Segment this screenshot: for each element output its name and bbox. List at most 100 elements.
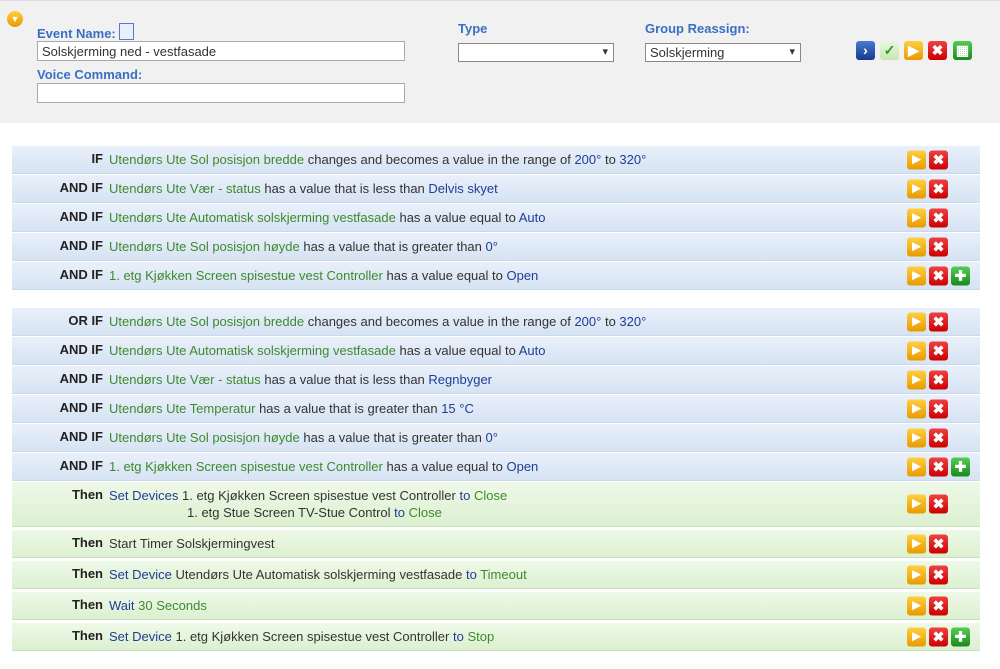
delete-button[interactable]: ✖ — [929, 208, 948, 227]
test-button[interactable]: ▶ — [904, 41, 923, 60]
delete-button[interactable]: ✖ — [929, 565, 948, 584]
delete-button[interactable]: ✖ — [929, 457, 948, 476]
keyword: AND IF — [59, 342, 103, 357]
rule-segment: to — [459, 488, 471, 503]
run-button[interactable]: › — [856, 41, 875, 60]
rule-segment: 30 Seconds — [138, 598, 207, 613]
rule-row: AND IF Utendørs Ute Automatisk solskjermi… — [12, 204, 980, 232]
edit-button[interactable]: ▶ — [907, 150, 926, 169]
edit-button[interactable]: ▶ — [907, 534, 926, 553]
row-buttons: ▶ ✖ — [907, 494, 948, 514]
delete-button[interactable]: ✖ — [929, 399, 948, 418]
edit-button[interactable]: ▶ — [907, 208, 926, 227]
rule-segment: Auto — [518, 343, 546, 358]
row-buttons: ▶ ✖ ✚ — [907, 457, 970, 476]
rule-segment: 1. etg Stue Screen TV-Stue Control — [187, 505, 391, 520]
voice-input[interactable] — [37, 83, 405, 103]
rule-segment: Open — [506, 459, 539, 474]
edit-button[interactable]: ▶ — [907, 494, 926, 514]
rule-row: AND IF 1. etg Kjøkken Screen spisestue ve… — [12, 453, 980, 481]
delete-button[interactable]: ✖ — [929, 266, 948, 285]
type-select[interactable] — [458, 43, 614, 62]
edit-button[interactable]: ▶ — [907, 627, 926, 646]
rule-segment: to — [604, 314, 616, 329]
rule-group: Then Set Devices 1. etg Kjøkken Screen sp… — [12, 482, 980, 651]
row-buttons: ▶ ✖ — [907, 208, 948, 227]
edit-button[interactable]: ▶ — [907, 399, 926, 418]
rule-text: Utendørs Ute Automatisk solskjerming ves… — [109, 337, 546, 364]
label-text: Event Name: — [37, 26, 116, 41]
delete-button[interactable]: ✖ — [929, 370, 948, 389]
collapse-toggle[interactable]: ▼ — [7, 11, 23, 27]
rule-segment: 320° — [619, 152, 647, 167]
rule-row: AND IF Utendørs Ute Temperatur has a valu… — [12, 395, 980, 423]
edit-button[interactable]: ▶ — [907, 341, 926, 360]
save-button[interactable]: ✓ — [880, 41, 899, 60]
edit-button[interactable]: ▶ — [907, 179, 926, 198]
edit-button[interactable]: ▶ — [907, 596, 926, 615]
edit-button[interactable]: ▶ — [907, 428, 926, 447]
delete-button[interactable]: ✖ — [929, 237, 948, 256]
rule-line: Set Device 1. etg Kjøkken Screen spisest… — [109, 628, 494, 645]
add-button[interactable]: ✚ — [951, 627, 970, 646]
edit-button[interactable]: ▶ — [907, 370, 926, 389]
keyword: Then — [71, 487, 103, 502]
rule-group: IF Utendørs Ute Sol posisjon bredde chang… — [12, 146, 980, 290]
row-buttons: ▶ ✖ — [907, 179, 948, 198]
delete-button[interactable]: ✖ — [929, 312, 948, 331]
edit-button[interactable]: ▶ — [907, 565, 926, 584]
rule-segment: 200° — [574, 152, 602, 167]
rule-segment: Open — [506, 268, 539, 283]
rule-segment: 320° — [619, 314, 647, 329]
edit-button[interactable]: ▶ — [907, 457, 926, 476]
grid-button[interactable]: ▦ — [953, 41, 972, 60]
rule-text: Set Device Utendørs Ute Automatisk solsk… — [109, 564, 527, 585]
rule-segment: has a value that is less than — [264, 372, 425, 387]
rule-segment: Utendørs Ute Sol posisjon høyde — [109, 239, 300, 254]
keyword: Then — [71, 535, 103, 550]
delete-button[interactable]: ✖ — [929, 341, 948, 360]
edit-button[interactable]: ▶ — [907, 266, 926, 285]
row-buttons: ▶ ✖ ✚ — [907, 627, 970, 646]
delete-button[interactable]: ✖ — [929, 494, 948, 514]
notes-icon[interactable] — [119, 23, 135, 40]
delete-button[interactable]: ✖ — [928, 41, 947, 60]
rule-text: Utendørs Ute Sol posisjon høyde has a va… — [109, 424, 498, 451]
rule-text: Set Devices 1. etg Kjøkken Screen spises… — [109, 485, 507, 523]
rule-segment: Stop — [467, 629, 495, 644]
delete-button[interactable]: ✖ — [929, 596, 948, 615]
rule-text: Utendørs Ute Temperatur has a value that… — [109, 395, 474, 422]
group-select[interactable]: Solskjerming — [645, 43, 801, 62]
delete-button[interactable]: ✖ — [929, 179, 948, 198]
rule-row: AND IF Utendørs Ute Vær - status has a va… — [12, 366, 980, 394]
rule-segment: Delvis skyet — [428, 181, 498, 196]
delete-button[interactable]: ✖ — [929, 534, 948, 553]
rule-segment: changes and becomes a value in the range… — [307, 314, 571, 329]
rule-segment: Utendørs Ute Sol posisjon høyde — [109, 430, 300, 445]
rule-row: Then Set Devices 1. etg Kjøkken Screen sp… — [12, 482, 980, 527]
event-name-input[interactable]: Solskjerming ned - vestfasade — [37, 41, 405, 61]
keyword: IF — [91, 151, 103, 166]
rule-text: Utendørs Ute Vær - status has a value th… — [109, 366, 492, 393]
rule-text: Utendørs Ute Sol posisjon bredde changes… — [109, 146, 646, 173]
edit-button[interactable]: ▶ — [907, 237, 926, 256]
delete-button[interactable]: ✖ — [929, 428, 948, 447]
rule-line: Utendørs Ute Temperatur has a value that… — [109, 400, 474, 417]
row-buttons: ▶ ✖ — [907, 399, 948, 418]
keyword: AND IF — [59, 458, 103, 473]
rule-segment: Wait — [109, 598, 135, 613]
add-button[interactable]: ✚ — [951, 266, 970, 285]
edit-button[interactable]: ▶ — [907, 312, 926, 331]
rule-segment: Set Devices — [109, 488, 179, 503]
rule-text: Start Timer Solskjermingvest — [109, 533, 274, 554]
delete-button[interactable]: ✖ — [929, 627, 948, 646]
rule-text: Wait 30 Seconds — [109, 595, 207, 616]
rule-text: 1. etg Kjøkken Screen spisestue vest Con… — [109, 262, 538, 289]
add-button[interactable]: ✚ — [951, 457, 970, 476]
rule-segment: Utendørs Ute Vær - status — [109, 181, 261, 196]
rule-segment: Utendørs Ute Vær - status — [109, 372, 261, 387]
rule-line: Start Timer Solskjermingvest — [109, 535, 274, 552]
rule-segment: 15 °C — [441, 401, 474, 416]
delete-button[interactable]: ✖ — [929, 150, 948, 169]
rule-segment: Utendørs Ute Sol posisjon bredde — [109, 152, 305, 167]
